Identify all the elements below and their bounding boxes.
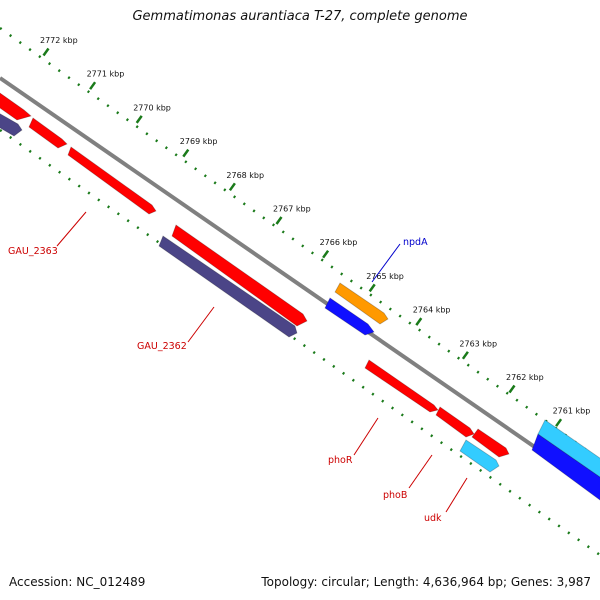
leader-line-phor — [353, 417, 379, 456]
gene-feature-purple[interactable] — [0, 108, 23, 137]
kbp-tick-label: 2766 kbp — [320, 238, 358, 247]
gene-feature-red[interactable] — [435, 406, 475, 438]
gene-label-udk[interactable]: udk — [424, 513, 442, 524]
leader-line-phob — [408, 454, 433, 489]
gene-feature-udk[interactable] — [459, 439, 500, 473]
kbp-tick-mark — [461, 351, 469, 360]
kbp-tick-label: 2769 kbp — [180, 137, 218, 146]
gene-feature-npdA[interactable] — [334, 282, 389, 325]
kbp-tick-mark — [89, 81, 97, 90]
kbp-tick-mark — [415, 317, 423, 326]
gene-feature-red[interactable] — [471, 428, 510, 458]
kbp-tick-label: 2770 kbp — [133, 103, 171, 112]
gene-feature-red[interactable] — [67, 146, 157, 215]
map-title: Gemmatimonas aurantiaca T-27, complete g… — [132, 9, 468, 24]
leader-line-npda — [371, 243, 401, 283]
gene-feature-blue[interactable] — [531, 433, 600, 501]
accession-text: Accession: NC_012489 — [9, 575, 146, 589]
gene-label-gau2362[interactable]: GAU_2362 — [137, 341, 187, 352]
gene-feature-red[interactable] — [171, 224, 308, 327]
genome-backbone — [0, 76, 600, 494]
kbp-tick-label: 2765 kbp — [366, 272, 404, 281]
kbp-tick-label: 2772 kbp — [40, 36, 78, 45]
gene-label-phor[interactable]: phoR — [328, 455, 353, 466]
leader-line-gau2362 — [187, 306, 215, 343]
inner-ruler-track — [0, 128, 600, 557]
leader-line-udk — [445, 477, 468, 513]
gene-feature-red[interactable] — [364, 359, 439, 413]
tick-layer: 2772 kbp 2771 kbp 2770 kbp 2769 kbp 2768 kbp… — [40, 36, 591, 427]
kbp-tick-label: 2762 kbp — [506, 373, 544, 382]
kbp-tick-label: 2771 kbp — [87, 70, 125, 79]
gene-feature-purple[interactable] — [158, 235, 298, 338]
kbp-tick-mark — [508, 384, 516, 394]
kbp-tick-label: 2764 kbp — [413, 306, 451, 315]
gene-feature-blue[interactable] — [324, 297, 375, 336]
genome-summary-text: Topology: circular; Length: 4,636,964 bp… — [261, 575, 591, 589]
kbp-tick-label: 2763 kbp — [459, 339, 497, 348]
gene-layer — [0, 86, 600, 501]
outer-ruler-track — [0, 26, 600, 462]
gene-label-npda[interactable]: npdA — [403, 237, 428, 248]
kbp-tick-label: 2767 kbp — [273, 205, 311, 214]
kbp-tick-mark — [275, 216, 283, 225]
kbp-tick-label: 2768 kbp — [226, 171, 264, 180]
kbp-tick-mark — [42, 47, 50, 57]
leader-lines — [56, 211, 468, 513]
kbp-tick-label: 2761 kbp — [553, 407, 591, 416]
kbp-tick-mark — [182, 148, 190, 158]
gene-label-gau2363[interactable]: GAU_2363 — [8, 246, 58, 257]
leader-line-gau2363 — [56, 211, 87, 247]
kbp-tick-mark — [368, 283, 376, 293]
gene-label-phob[interactable]: phoB — [383, 490, 407, 501]
kbp-tick-mark — [555, 418, 563, 427]
kbp-tick-mark — [228, 182, 236, 192]
gene-feature-red[interactable] — [0, 86, 32, 121]
kbp-tick-mark — [322, 249, 330, 259]
gene-labels: GAU_2363 GAU_2362 npdA phoR phoB udk — [8, 237, 442, 524]
gene-feature-cyan[interactable] — [537, 419, 600, 478]
gene-feature-red[interactable] — [28, 117, 68, 149]
kbp-tick-mark — [135, 115, 143, 124]
